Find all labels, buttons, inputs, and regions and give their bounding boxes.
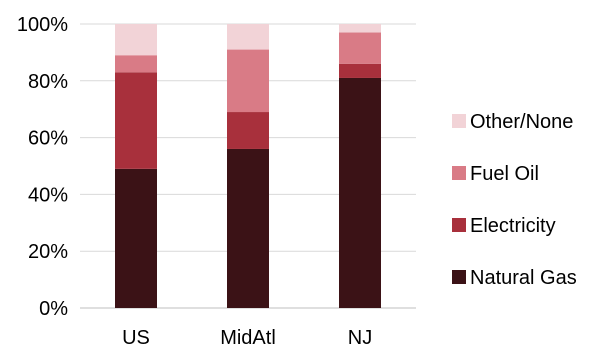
bar-stack-us xyxy=(115,24,157,308)
legend-swatch xyxy=(452,166,466,180)
legend: Other/None Fuel Oil Electricity Natural Gas xyxy=(452,111,577,289)
bar-segment-fuel-oil xyxy=(115,55,157,73)
bar-segment-electricity xyxy=(115,72,157,169)
legend-item: Other/None xyxy=(452,111,573,133)
y-tick-label: 20% xyxy=(28,241,68,263)
legend-item: Electricity xyxy=(452,215,556,237)
legend-swatch xyxy=(452,114,466,128)
bar-stack-midatl xyxy=(227,24,269,308)
y-tick-label: 40% xyxy=(28,184,68,206)
x-tick-label: MidAtl xyxy=(220,327,276,348)
legend-label: Electricity xyxy=(470,215,556,237)
y-tick-label: 80% xyxy=(28,71,68,93)
bar-segment-electricity xyxy=(339,63,381,78)
legend-swatch xyxy=(452,270,466,284)
bar-segment-fuel-oil xyxy=(227,49,269,113)
y-axis: 0% 20% 40% 60% 80% 100% xyxy=(17,14,68,320)
bar-segment-other-none xyxy=(339,24,381,33)
bar-segment-natural-gas xyxy=(227,148,269,308)
legend-item: Natural Gas xyxy=(452,267,577,289)
x-tick-label: NJ xyxy=(348,327,372,348)
bar-segment-natural-gas xyxy=(115,168,157,308)
bar-segment-other-none xyxy=(115,24,157,56)
bar-segment-electricity xyxy=(227,112,269,149)
y-tick-label: 100% xyxy=(17,14,68,36)
y-tick-label: 60% xyxy=(28,128,68,150)
bar-segment-fuel-oil xyxy=(339,32,381,64)
bar-stacks xyxy=(115,24,381,309)
bar-segment-other-none xyxy=(227,24,269,50)
legend-label: Other/None xyxy=(470,111,573,133)
x-axis: US MidAtl NJ xyxy=(122,327,372,348)
legend-swatch xyxy=(452,218,466,232)
legend-label: Fuel Oil xyxy=(470,163,539,185)
x-tick-label: US xyxy=(122,327,150,348)
bar-stack-nj xyxy=(339,24,381,309)
y-tick-label: 0% xyxy=(39,298,68,320)
legend-label: Natural Gas xyxy=(470,267,577,289)
bar-segment-natural-gas xyxy=(339,77,381,309)
legend-item: Fuel Oil xyxy=(452,163,539,185)
